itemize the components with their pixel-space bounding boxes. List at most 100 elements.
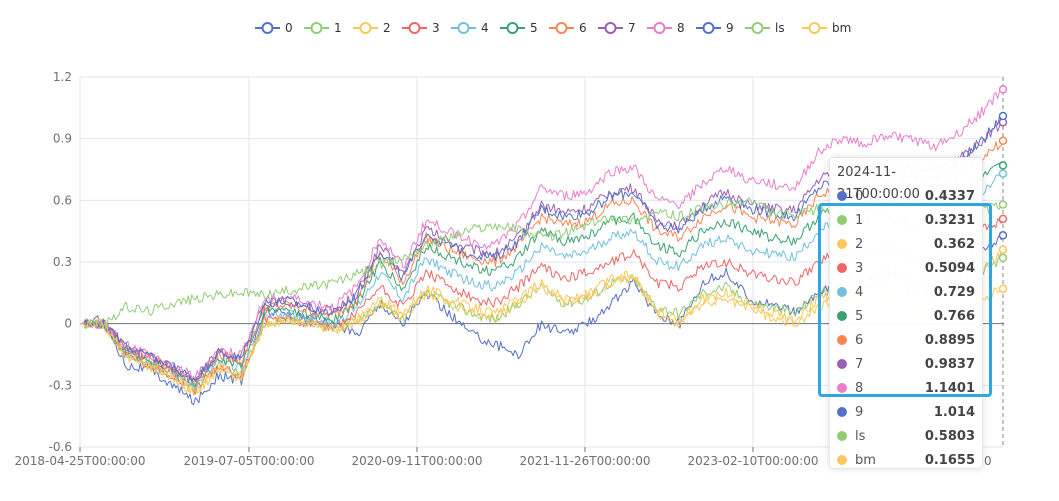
legend-item-6[interactable]: 6 (549, 21, 587, 35)
legend-item-7[interactable]: 7 (598, 21, 636, 35)
series-marker-3 (998, 214, 1008, 224)
tooltip-series-name: bm (855, 452, 876, 468)
x-tick-label: 2020-09-11T00:00:00 (352, 454, 483, 468)
tooltip-series-name: ls (855, 428, 866, 444)
series-marker-1 (998, 253, 1008, 263)
legend-item-bm[interactable]: bm (802, 21, 851, 35)
legend-label: 9 (726, 21, 734, 35)
tooltip-series-name: 3 (855, 260, 864, 276)
legend-marker (408, 22, 421, 34)
tooltip-series-value: 0.729 (933, 284, 975, 300)
legend-label: 4 (481, 21, 489, 35)
tooltip-dot (837, 383, 847, 393)
tooltip-dot (837, 431, 847, 441)
tooltip-dot (837, 191, 847, 201)
legend-item-8[interactable]: 8 (647, 21, 685, 35)
legend-item-9[interactable]: 9 (696, 21, 734, 35)
tooltip-series-name: 2 (855, 236, 864, 252)
legend-item-0[interactable]: 0 (255, 21, 293, 35)
y-tick-label: 1.2 (53, 70, 72, 84)
series-marker-6 (998, 136, 1008, 145)
tooltip-dot (837, 239, 847, 249)
tooltip-dot (837, 407, 847, 417)
legend-marker (310, 22, 323, 34)
legend-item-2[interactable]: 2 (353, 21, 391, 35)
legend-item-1[interactable]: 1 (304, 21, 342, 35)
tooltip-series-value: 0.8895 (924, 332, 975, 348)
tooltip-dot (837, 263, 847, 273)
legend-label: 3 (432, 21, 440, 35)
y-tick-label: 0.3 (53, 255, 72, 269)
series-marker-9 (998, 111, 1008, 121)
tooltip-series-name: 4 (855, 284, 864, 300)
tooltip: 2024-11-21T00:00:00 0 0.4337 1 0.3231 2 0.362… (829, 157, 983, 469)
legend-label: bm (832, 21, 851, 35)
legend-item-ls[interactable]: ls (745, 21, 785, 35)
tooltip-row: bm 0.1655 (837, 448, 975, 472)
y-tick-label: 0.6 (53, 193, 72, 207)
legend-item-4[interactable]: 4 (451, 21, 489, 35)
tooltip-series-name: 6 (855, 332, 864, 348)
tooltip-row: 3 0.5094 (837, 256, 975, 280)
tooltip-dot (837, 335, 847, 345)
legend-item-3[interactable]: 3 (402, 21, 440, 35)
tooltip-series-value: 0.1655 (924, 452, 975, 468)
tooltip-series-name: 0 (855, 188, 864, 204)
legend-label: 0 (285, 21, 293, 35)
series-marker-0 (998, 231, 1008, 240)
tooltip-series-value: 1.014 (933, 404, 975, 420)
tooltip-series-name: 1 (855, 212, 864, 228)
series-end-markers (998, 85, 1008, 293)
legend-marker (506, 22, 519, 34)
tooltip-series-value: 0.9837 (924, 356, 975, 372)
tooltip-dot (837, 359, 847, 369)
series-marker-4 (998, 169, 1008, 178)
legend-marker (808, 22, 821, 34)
legend-label: 1 (334, 21, 342, 35)
series-marker-5 (998, 161, 1008, 170)
y-tick-label: 0 (64, 317, 72, 331)
tooltip-row: 5 0.766 (837, 304, 975, 328)
tooltip-series-value: 0.766 (933, 308, 975, 324)
legend-item-5[interactable]: 5 (500, 21, 538, 35)
legend-label: 5 (530, 21, 538, 35)
tooltip-series-name: 5 (855, 308, 864, 324)
tooltip-series-value: 0.5803 (924, 428, 975, 444)
legend-label: 2 (383, 21, 391, 35)
legend-marker (457, 22, 470, 34)
tooltip-series-name: 9 (855, 404, 864, 420)
legend-marker (359, 22, 372, 34)
x-tick-label: 2023-02-10T00:00:00 (688, 454, 819, 468)
tooltip-dot (837, 455, 847, 465)
tooltip-series-name: 7 (855, 356, 864, 372)
tooltip-dot (837, 311, 847, 321)
tooltip-row: 1 0.3231 (837, 208, 975, 232)
legend-marker (653, 22, 666, 34)
legend-marker (702, 22, 715, 34)
tooltip-series-value: 0.5094 (924, 260, 975, 276)
y-tick-label: -0.6 (49, 440, 72, 454)
legend: 0 1 2 3 4 5 6 7 8 9 ls bm (255, 21, 851, 35)
x-tick-label-partial: 0 (984, 454, 992, 468)
tooltip-row: 4 0.729 (837, 280, 975, 304)
tooltip-row: 2 0.362 (837, 232, 975, 256)
legend-label: 7 (628, 21, 636, 35)
legend-label: 6 (579, 21, 587, 35)
series-marker-ls (998, 200, 1008, 209)
x-tick-label: 2021-11-26T00:00:00 (520, 454, 651, 468)
y-tick-label: 0.9 (53, 132, 72, 146)
legend-marker (604, 22, 617, 34)
legend-label: 8 (677, 21, 685, 35)
tooltip-series-value: 0.4337 (924, 188, 975, 204)
tooltip-row: 0 0.4337 (837, 184, 975, 208)
series-marker-2 (998, 245, 1008, 254)
legend-marker (555, 22, 568, 34)
tooltip-row: 8 1.1401 (837, 376, 975, 400)
y-tick-label: -0.3 (49, 378, 72, 392)
series-marker-8 (998, 85, 1008, 94)
series-marker-bm (998, 284, 1008, 293)
tooltip-title: 2024-11-21T00:00:00 (837, 165, 920, 202)
tooltip-row: 9 1.014 (837, 400, 975, 424)
tooltip-dot (837, 287, 847, 297)
tooltip-series-value: 0.3231 (924, 212, 975, 228)
